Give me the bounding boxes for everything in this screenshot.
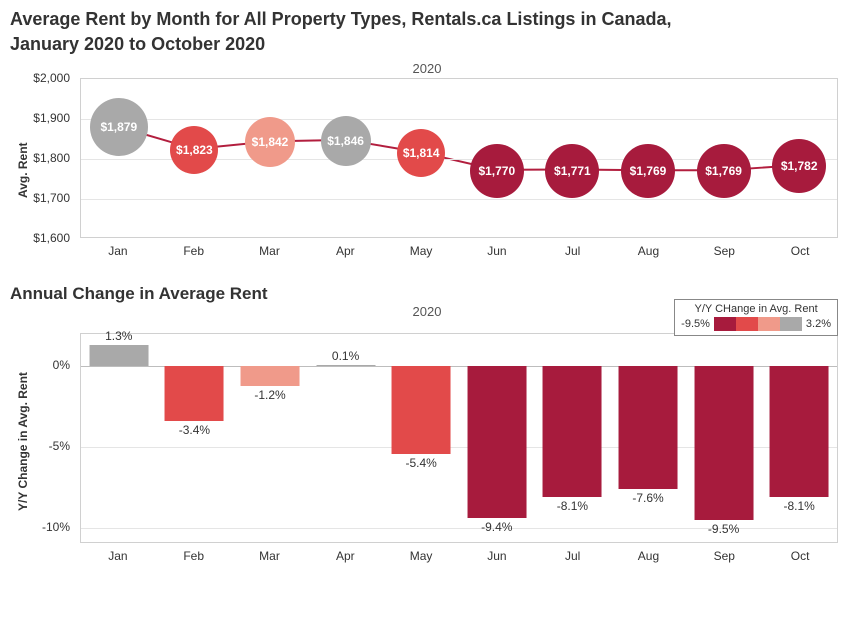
- yoy-bar-label: 1.3%: [105, 329, 132, 343]
- x-tick: Sep: [686, 244, 762, 266]
- rent-point: $1,842: [245, 117, 295, 167]
- legend-swatch: [736, 317, 758, 331]
- yoy-bar: [89, 345, 148, 366]
- top-x-axis: JanFebMarAprMayJunJulAugSepOct: [80, 244, 838, 266]
- legend-swatch: [780, 317, 802, 331]
- legend-swatches: [714, 317, 802, 331]
- top-y-ticks: $1,600$1,700$1,800$1,900$2,000: [10, 78, 80, 238]
- x-tick: Oct: [762, 244, 838, 266]
- x-tick: Aug: [611, 549, 687, 571]
- yoy-bar-label: -5.4%: [406, 456, 437, 470]
- top-y-tick: $2,000: [10, 71, 74, 85]
- x-tick: Jan: [80, 244, 156, 266]
- legend-scale: -9.5% 3.2%: [681, 317, 831, 331]
- x-tick: Sep: [686, 549, 762, 571]
- top-year-label: 2020: [10, 61, 844, 76]
- legend-swatch: [714, 317, 736, 331]
- x-tick: May: [383, 244, 459, 266]
- x-tick: Jun: [459, 549, 535, 571]
- yoy-bar: [392, 366, 451, 453]
- avg-rent-chart: Avg. Rent $1,600$1,700$1,800$1,900$2,000…: [10, 78, 844, 278]
- rent-point: $1,769: [697, 144, 751, 198]
- yoy-bar-label: -8.1%: [557, 499, 588, 513]
- top-plot-area: $1,879 $1,823 $1,842 $1,846 $1,814 $1,770 $1,7…: [80, 78, 838, 238]
- x-tick: Jul: [535, 549, 611, 571]
- x-tick: Oct: [762, 549, 838, 571]
- legend-min-label: -9.5%: [681, 318, 710, 330]
- yoy-bar-label: 0.1%: [332, 349, 359, 363]
- rent-point: $1,771: [545, 144, 599, 198]
- rent-point: $1,879: [90, 98, 148, 156]
- yoy-bar: [694, 366, 753, 519]
- x-tick: Mar: [232, 244, 308, 266]
- rent-point: $1,782: [772, 139, 826, 193]
- yoy-bar: [241, 366, 300, 385]
- main-title-line1: Average Rent by Month for All Property T…: [10, 8, 844, 31]
- bottom-y-tick: -5%: [10, 439, 74, 453]
- bottom-x-axis: JanFebMarAprMayJunJulAugSepOct: [80, 549, 838, 571]
- rent-point: $1,770: [470, 144, 524, 198]
- x-tick: Jul: [535, 244, 611, 266]
- yoy-bar-label: -9.4%: [481, 520, 512, 534]
- yoy-bar: [543, 366, 602, 497]
- legend-title: Y/Y CHange in Avg. Rent: [681, 303, 831, 315]
- x-tick: Aug: [611, 244, 687, 266]
- legend-box: Y/Y CHange in Avg. Rent -9.5% 3.2%: [674, 299, 838, 336]
- yoy-bar-label: -8.1%: [784, 499, 815, 513]
- rent-point: $1,846: [321, 116, 371, 166]
- yoy-bar: [619, 366, 678, 489]
- rent-point: $1,769: [621, 144, 675, 198]
- x-tick: Feb: [156, 549, 232, 571]
- x-tick: Feb: [156, 244, 232, 266]
- top-y-tick: $1,700: [10, 191, 74, 205]
- yoy-bar: [770, 366, 829, 497]
- top-y-tick: $1,900: [10, 111, 74, 125]
- x-tick: Apr: [307, 549, 383, 571]
- bottom-plot-area: 1.3%-3.4%-1.2%0.1%-5.4%-9.4%-8.1%-7.6%-9…: [80, 333, 838, 543]
- x-tick: May: [383, 549, 459, 571]
- x-tick: Jun: [459, 244, 535, 266]
- legend-max-label: 3.2%: [806, 318, 831, 330]
- yoy-bar-label: -9.5%: [708, 522, 739, 536]
- gridline: [81, 199, 837, 200]
- yoy-bar: [316, 365, 375, 367]
- top-y-tick: $1,800: [10, 151, 74, 165]
- yoy-bar-label: -1.2%: [254, 388, 285, 402]
- main-title-line2: January 2020 to October 2020: [10, 33, 844, 56]
- yoy-change-chart: Y/Y Change in Avg. Rent 0%-5%-10% 1.3%-3…: [10, 321, 844, 581]
- yoy-bar-label: -3.4%: [179, 423, 210, 437]
- bottom-y-ticks: 0% -5% -10%: [10, 333, 80, 543]
- yoy-bar: [165, 366, 224, 421]
- x-tick: Jan: [80, 549, 156, 571]
- bottom-y-tick: 0%: [10, 358, 74, 372]
- bottom-y-tick: -10%: [10, 520, 74, 534]
- page: Average Rent by Month for All Property T…: [0, 0, 854, 617]
- x-tick: Mar: [232, 549, 308, 571]
- rent-point: $1,814: [397, 129, 445, 177]
- x-tick: Apr: [307, 244, 383, 266]
- gridline: [81, 119, 837, 120]
- yoy-bar: [467, 366, 526, 518]
- legend-swatch: [758, 317, 780, 331]
- top-y-tick: $1,600: [10, 231, 74, 245]
- rent-point: $1,823: [170, 126, 218, 174]
- yoy-bar-label: -7.6%: [632, 491, 663, 505]
